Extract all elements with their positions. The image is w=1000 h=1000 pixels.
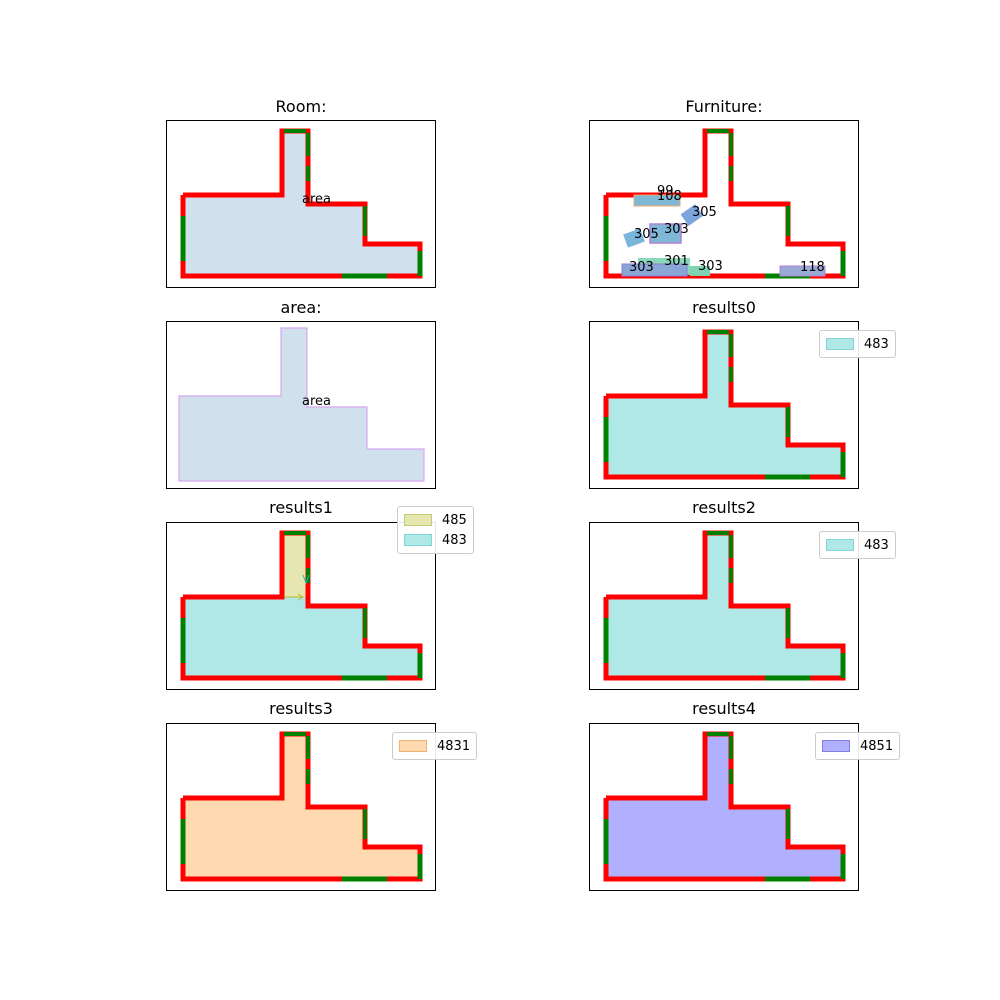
furniture-item [633, 194, 681, 207]
panel-title-area: area: [280, 298, 322, 317]
results-fill [606, 332, 843, 477]
room-area-label: area [302, 192, 331, 207]
legend-results0: 483 [819, 330, 896, 358]
arrow-right-head [297, 593, 304, 601]
results-walls [180, 530, 423, 681]
room-walls [180, 128, 423, 279]
legend-entry: 4851 [822, 736, 893, 756]
results0-plot [603, 329, 846, 480]
legend-results2: 483 [819, 531, 896, 559]
panel-title-furniture: Furniture: [685, 97, 763, 116]
panel-results2 [589, 522, 859, 690]
legend-swatch [399, 740, 427, 752]
panel-area: area [166, 321, 436, 489]
furniture-label: 305 [634, 227, 659, 242]
results-fill [183, 734, 420, 879]
room-plot: area [180, 128, 423, 279]
legend-results4: 4851 [815, 732, 901, 760]
results-fill [183, 533, 420, 678]
legend-label: 4831 [437, 738, 471, 754]
results-fill [606, 734, 843, 879]
panel-furniture: 99 108 305 305 303 301 303 303 118 [589, 120, 859, 288]
legend-entry: 4831 [399, 736, 470, 756]
legend-label: 483 [442, 532, 467, 548]
room-floor [183, 131, 420, 276]
furniture-item [649, 223, 682, 244]
furniture-item [690, 266, 710, 276]
furniture-label: 108 [657, 189, 682, 204]
results-walls [603, 530, 846, 681]
furniture-item [623, 228, 645, 248]
furniture-label: 303 [698, 259, 723, 274]
furniture-label: 303 [629, 260, 654, 275]
furniture-item [779, 265, 826, 277]
panel-results3 [166, 723, 436, 891]
legend-label: 4851 [860, 738, 894, 754]
furniture-walls [603, 128, 846, 279]
legend-label: 483 [864, 537, 889, 553]
panel-title-results0: results0 [692, 298, 756, 317]
results-walls [603, 731, 846, 882]
results2-plot [603, 530, 846, 681]
results4-plot [603, 731, 846, 882]
area-polygon [178, 327, 425, 482]
results3-plot [180, 731, 423, 882]
panel-results1 [166, 522, 436, 690]
legend-label: 483 [864, 336, 889, 352]
results-fill-alt [282, 533, 306, 597]
legend-label: 485 [442, 512, 467, 528]
furniture-label: 305 [692, 205, 717, 220]
legend-swatch [826, 539, 854, 551]
legend-results3: 4831 [392, 732, 478, 760]
furniture-label: 303 [664, 222, 689, 237]
panel-title-results3: results3 [269, 699, 333, 718]
furniture-label: 99 [657, 184, 674, 199]
furniture-item [680, 204, 704, 226]
furniture-label: 118 [800, 260, 825, 275]
results-fill [606, 533, 843, 678]
panel-title-results1: results1 [269, 498, 333, 517]
legend-swatch [404, 514, 432, 526]
furniture-item [621, 263, 688, 277]
panel-results0 [589, 321, 859, 489]
panel-room: area [166, 120, 436, 288]
legend-swatch [826, 338, 854, 350]
furniture-plot: 99 108 305 305 303 301 303 303 118 [603, 128, 846, 279]
legend-swatch [404, 534, 432, 546]
results-walls [180, 731, 423, 882]
legend-entry: 483 [826, 535, 889, 555]
arrow-down [302, 574, 310, 585]
panel-results4 [589, 723, 859, 891]
legend-entry: 483 [404, 530, 467, 550]
area-plot: area [178, 327, 425, 482]
legend-entry: 483 [826, 334, 889, 354]
panel-title-room: Room: [275, 97, 327, 116]
legend-swatch [822, 740, 850, 752]
legend-results1: 485 483 [397, 506, 474, 554]
panel-title-results4: results4 [692, 699, 756, 718]
furniture-label: 301 [664, 254, 689, 269]
results1-plot [180, 530, 423, 681]
results-walls [603, 329, 846, 480]
area-label: area [302, 394, 331, 409]
panel-title-results2: results2 [692, 498, 756, 517]
legend-entry: 485 [404, 510, 467, 530]
